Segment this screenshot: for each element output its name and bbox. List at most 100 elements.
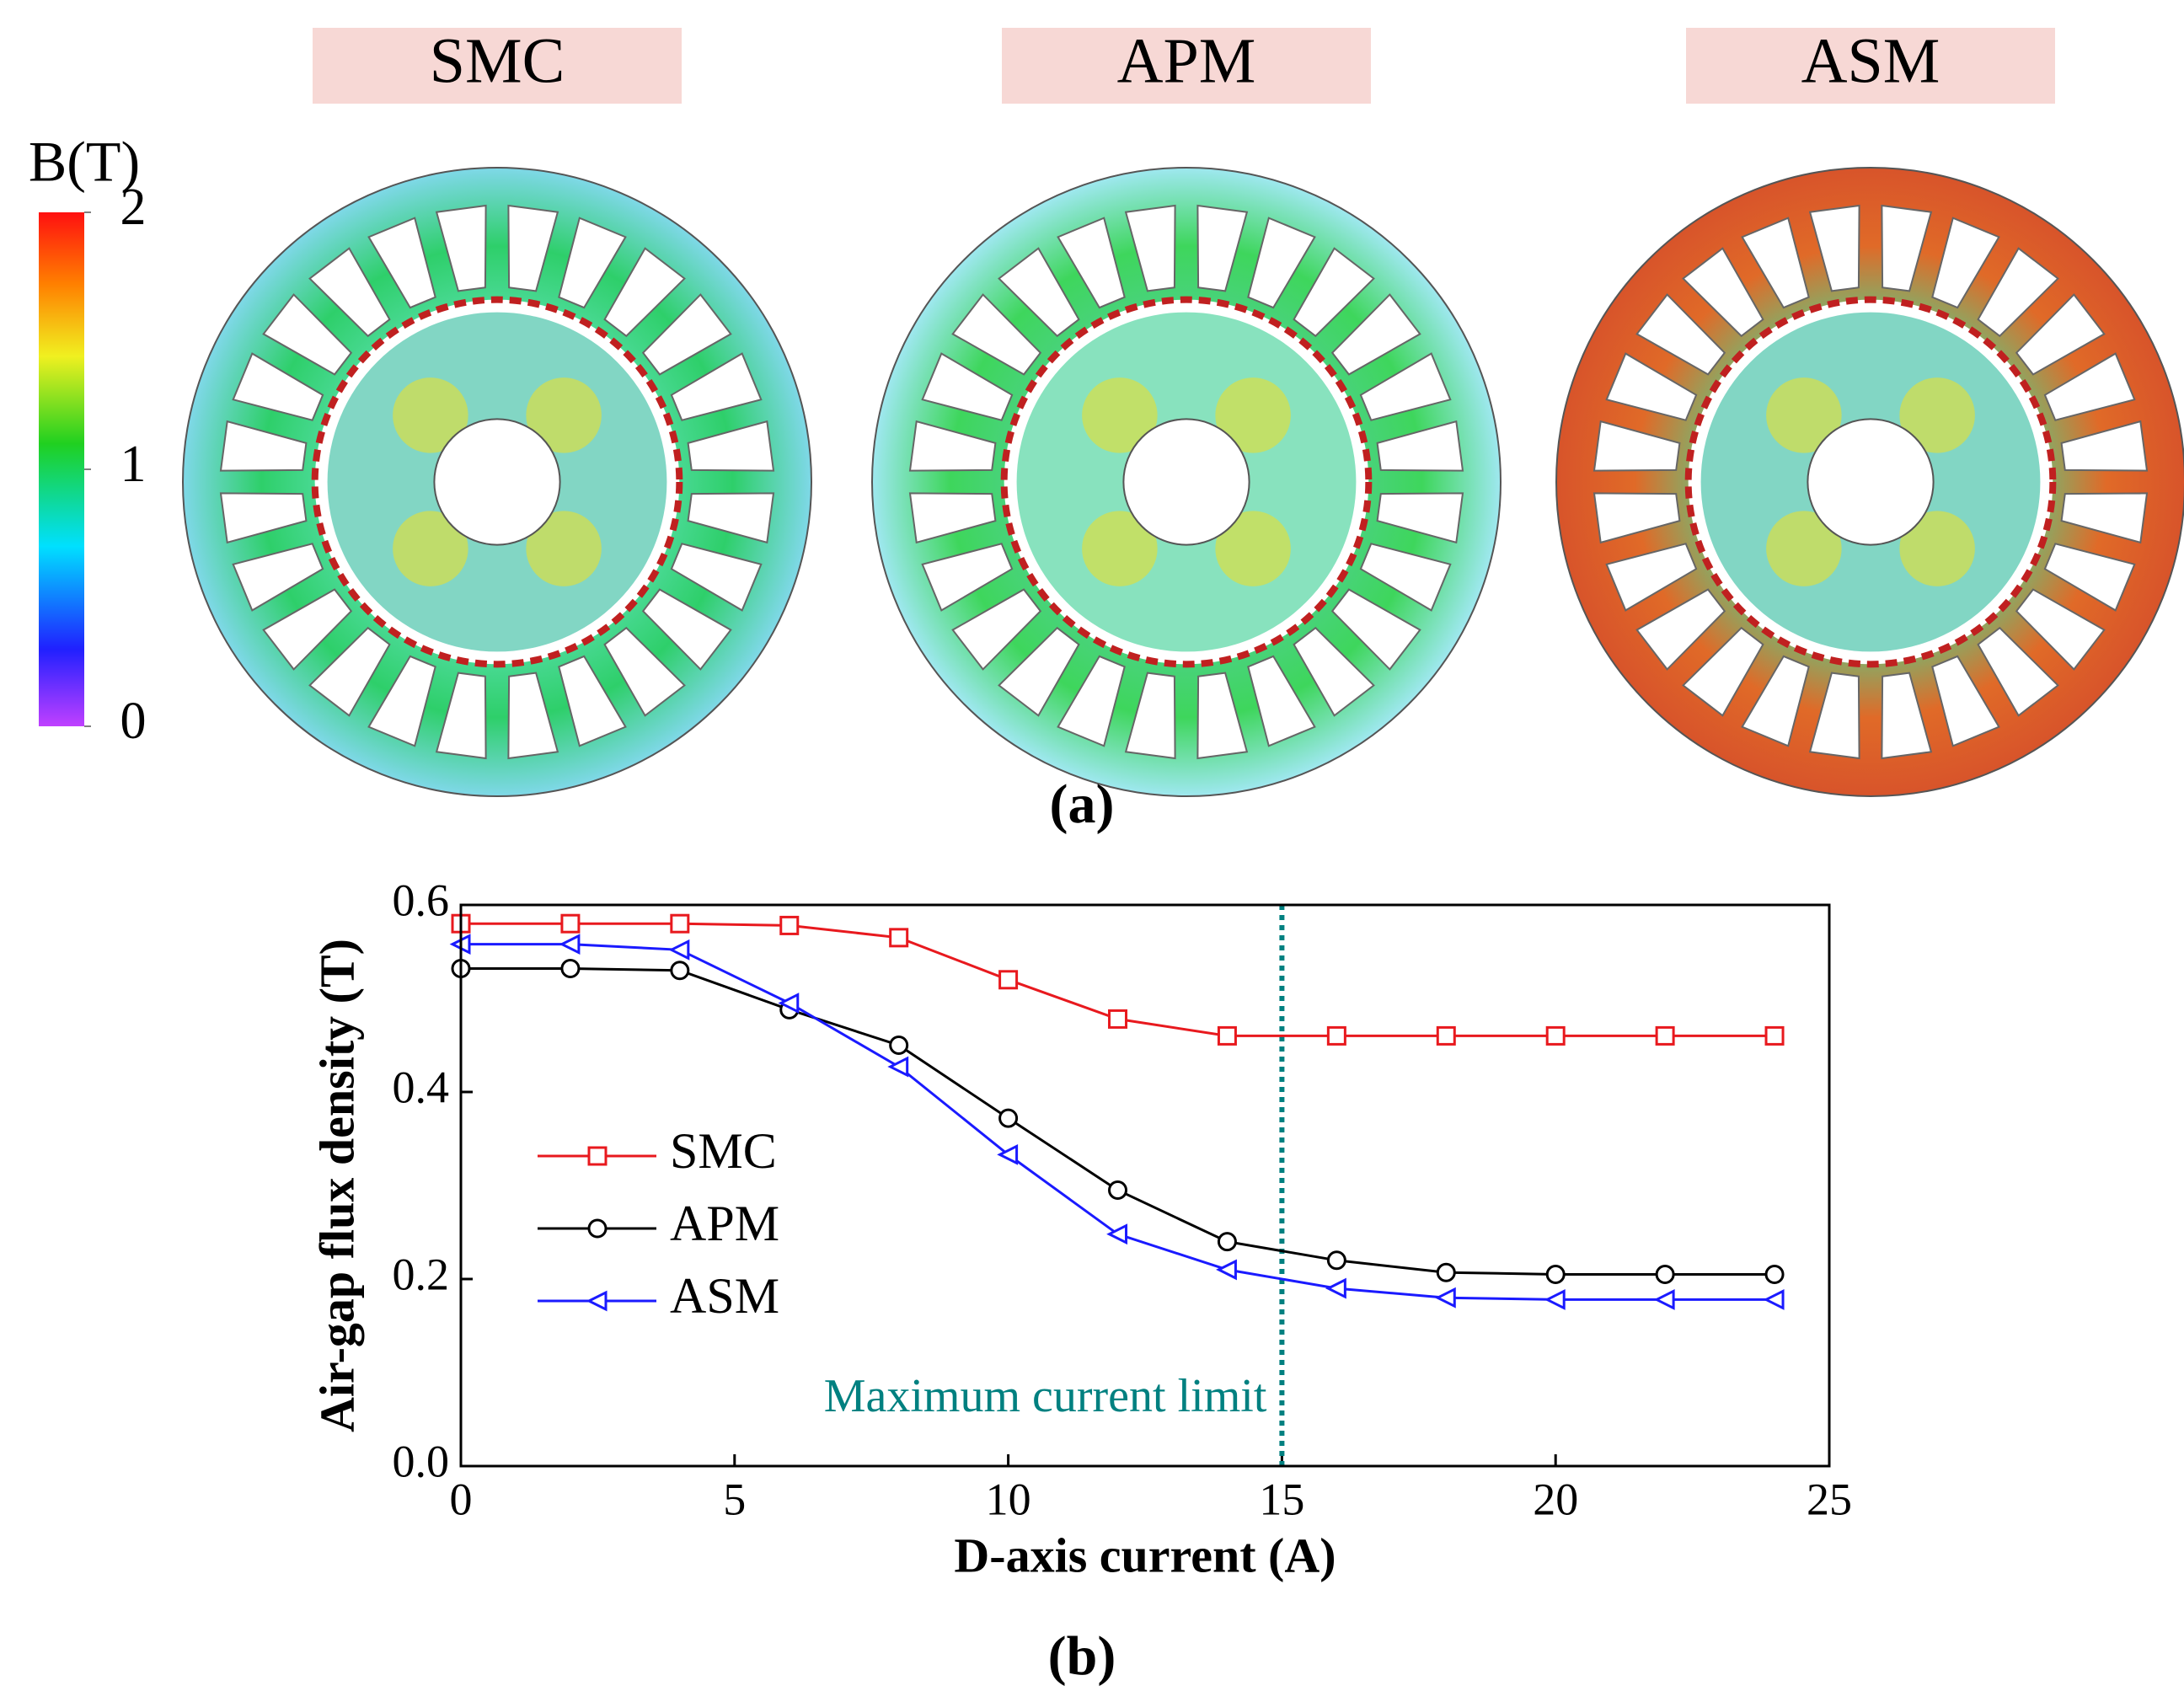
slot [1605,352,1698,421]
title-box [1002,28,1371,104]
marker [1763,1288,1785,1310]
y-axis-label: Air-gap flux density (T) [309,939,364,1432]
slot [1635,588,1726,671]
slot [687,420,775,472]
panel-label: (a) [1050,773,1115,835]
marker [1436,1262,1456,1282]
legend-label: SMC [670,1123,777,1179]
slot [2060,492,2149,544]
marker [1216,1259,1237,1281]
marker [778,993,800,1014]
marker [1434,1287,1456,1309]
rotor-flux [526,511,602,586]
marker [1217,1025,1237,1046]
slot [951,588,1042,671]
rotor-flux [1215,511,1291,586]
slot [367,217,436,309]
rotor-flux [1899,377,1975,453]
slot [2015,588,2106,671]
marker [559,934,581,955]
rotor-flux [393,511,468,586]
motor-title: ASM [1801,25,1940,96]
marker [670,913,690,934]
slot [1057,217,1126,309]
rotor-flux [1082,511,1158,586]
slot [1682,247,1764,338]
slot [603,247,686,338]
slot [232,352,324,421]
colorbar-title: B(T) [29,130,140,194]
marker [587,1146,608,1166]
rotor-flux [1215,377,1291,453]
slot [998,626,1080,717]
marker [1764,1264,1785,1284]
slot [921,352,1014,421]
x-axis-label: D-axis current (A) [954,1528,1336,1582]
title-box [1686,28,2055,104]
slot [1635,293,1726,376]
slot [435,204,487,292]
slot [1592,492,1681,544]
title-box [313,28,682,104]
slot [1359,543,1452,612]
rotor-flux [1766,377,1842,453]
slot [1592,420,1681,472]
marker [1325,1277,1346,1299]
marker [1436,1025,1456,1046]
limit-label: Maximum current limit [824,1370,1267,1422]
slot [219,420,308,472]
slot [558,217,627,309]
marker [668,939,690,961]
slot [1247,217,1316,309]
slot [262,588,353,671]
marker [587,1218,608,1239]
rotor-flux [526,377,602,453]
slot [951,293,1042,376]
marker [1326,1025,1346,1046]
colorbar-tick-label: 0 [120,693,147,750]
slot [1881,204,1933,292]
marker [1106,1223,1128,1245]
slot [308,626,391,717]
rotor-flux [393,377,468,453]
slot [908,492,997,544]
slot [641,588,732,671]
slot [1196,672,1249,760]
x-tick-label: 15 [1259,1474,1304,1524]
rotor-flux [1082,377,1158,453]
slot [641,293,732,376]
slot [2015,293,2106,376]
x-tick-label: 20 [1533,1474,1578,1524]
slot [1293,626,1375,717]
panel-label: (b) [1048,1625,1116,1687]
marker [889,928,909,948]
slot [1931,217,2000,309]
marker [998,970,1019,990]
slot [1741,655,1810,747]
slot [670,352,763,421]
slot [1247,655,1316,747]
y-tick-label: 0.6 [393,875,450,925]
slot [1808,204,1860,292]
slot [1808,672,1860,760]
slot [507,204,559,292]
marker [887,1056,909,1078]
slot [1293,247,1375,338]
shaft [1122,418,1250,546]
slot [262,293,353,376]
slot [435,672,487,760]
slot [687,492,775,544]
motor-title: SMC [430,25,565,96]
x-tick-label: 10 [986,1474,1031,1524]
marker [1217,1232,1237,1252]
marker [560,958,581,978]
marker [1764,1025,1785,1046]
slot [1931,655,2000,747]
x-tick-label: 25 [1807,1474,1852,1524]
slot [908,420,997,472]
marker [997,1143,1019,1165]
panel-a: SMC APM ASM B(T) 0 1 2 (a) [29,25,2184,835]
slot [558,655,627,747]
slot [1196,204,1249,292]
